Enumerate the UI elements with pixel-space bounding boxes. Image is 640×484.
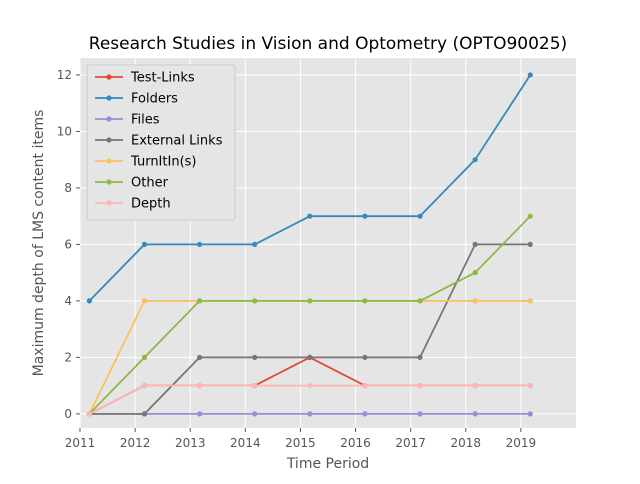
data-point: [472, 383, 478, 389]
x-tick-label: 2016: [340, 436, 371, 450]
legend-label: Depth: [131, 197, 171, 212]
data-point: [252, 241, 258, 248]
legend: Test-Links Folders Files External Links Turn…: [86, 64, 236, 221]
y-tick-label: 12: [57, 68, 72, 82]
data-point: [196, 298, 203, 304]
data-point: [196, 241, 203, 248]
data-point: [417, 411, 423, 417]
x-tick-label: 2017: [395, 436, 426, 450]
data-point: [141, 411, 148, 417]
data-point: [141, 354, 148, 360]
legend-box: [86, 64, 236, 221]
x-tick-label: 2014: [230, 436, 261, 450]
y-tick-label: 4: [64, 294, 72, 308]
data-point: [527, 383, 533, 389]
data-point: [141, 298, 148, 304]
y-tick-label: 8: [64, 181, 72, 195]
data-point: [527, 72, 533, 78]
data-point: [472, 241, 478, 248]
data-point: [472, 411, 478, 417]
x-axis-label: Time Period: [286, 456, 369, 472]
data-point: [362, 354, 368, 360]
data-point: [417, 354, 423, 360]
y-tick-label: 0: [64, 407, 72, 421]
data-point: [196, 354, 203, 360]
y-tick-label: 10: [57, 124, 72, 138]
data-point: [252, 298, 258, 304]
x-tick-label: 2012: [120, 436, 151, 450]
x-tick-label: 2018: [451, 436, 482, 450]
data-point: [307, 213, 313, 219]
legend-label: Files: [131, 113, 160, 128]
data-point: [196, 411, 203, 417]
x-tick-label: 2011: [65, 436, 96, 450]
legend-marker: [106, 116, 112, 122]
x-tick-label: 2019: [506, 436, 537, 450]
data-point: [362, 383, 368, 389]
data-point: [417, 383, 423, 389]
data-point: [252, 383, 258, 389]
legend-label: External Links: [131, 134, 223, 149]
x-tick-label: 2013: [175, 436, 206, 450]
data-point: [86, 298, 92, 304]
data-point: [141, 241, 148, 248]
data-point: [527, 411, 533, 417]
legend-label: Folders: [131, 92, 178, 107]
data-point: [141, 383, 148, 389]
series-lines: [86, 72, 533, 417]
data-point: [362, 298, 368, 304]
data-point: [86, 411, 92, 417]
legend-label: Test-Links: [130, 71, 195, 86]
data-point: [307, 411, 313, 417]
legend-marker: [106, 179, 112, 185]
legend-marker: [106, 95, 112, 101]
data-point: [307, 354, 313, 360]
data-point: [417, 298, 423, 304]
y-tick-label: 2: [64, 350, 72, 364]
data-point: [472, 157, 478, 163]
data-point: [307, 298, 313, 304]
data-point: [196, 383, 203, 389]
data-point: [472, 270, 478, 276]
data-point: [362, 411, 368, 417]
data-point: [527, 298, 533, 304]
legend-marker: [106, 74, 112, 80]
data-point: [417, 213, 423, 219]
data-point: [252, 354, 258, 360]
data-point: [252, 411, 258, 417]
legend-marker: [106, 158, 112, 164]
data-point: [307, 383, 313, 389]
legend-marker: [106, 137, 112, 143]
chart-title: Research Studies in Vision and Optometry…: [89, 34, 567, 54]
y-tick-label: 6: [64, 237, 72, 251]
legend-label: TurnItIn(s): [130, 155, 196, 170]
y-axis-label: Maximum depth of LMS content items: [31, 110, 47, 377]
legend-label: Other: [131, 176, 169, 191]
data-point: [527, 241, 533, 248]
x-tick-label: 2015: [285, 436, 316, 450]
data-point: [472, 298, 478, 304]
legend-marker: [106, 200, 112, 206]
data-point: [362, 213, 368, 219]
axes: 2011 2012 2013 2014 2015 2016 2017 2018 2019 0 2 4 6…: [57, 68, 536, 450]
data-point: [527, 213, 533, 219]
